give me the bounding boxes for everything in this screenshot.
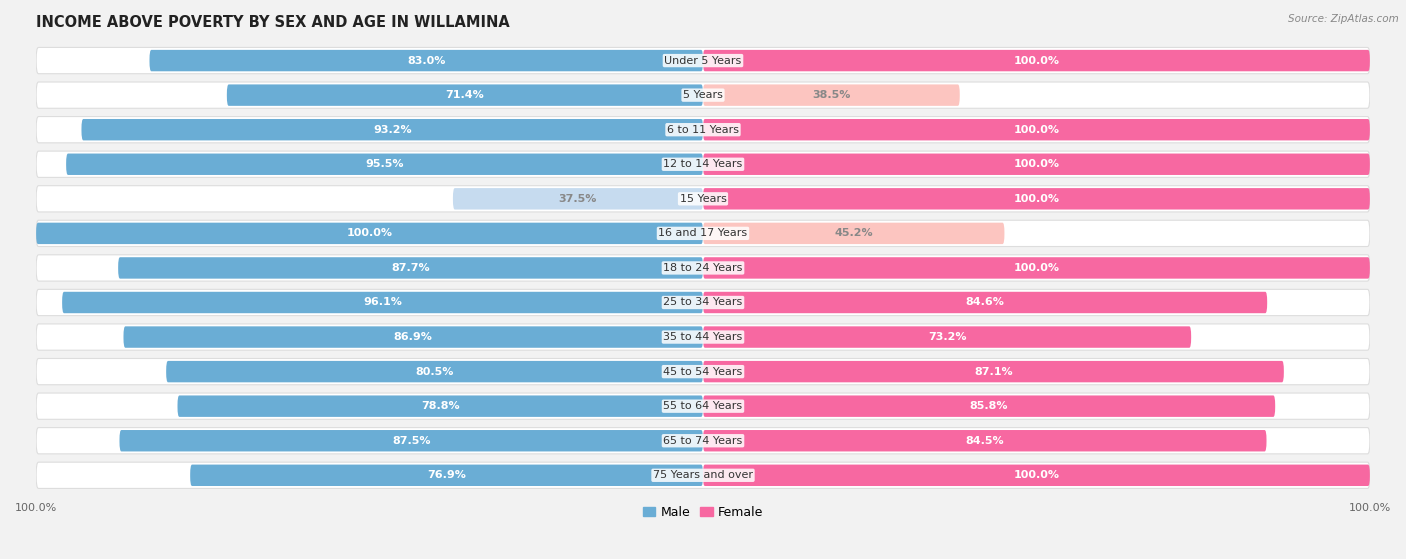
- Text: 18 to 24 Years: 18 to 24 Years: [664, 263, 742, 273]
- Text: 65 to 74 Years: 65 to 74 Years: [664, 435, 742, 446]
- FancyBboxPatch shape: [124, 326, 703, 348]
- FancyBboxPatch shape: [82, 119, 703, 140]
- FancyBboxPatch shape: [703, 188, 1369, 210]
- FancyBboxPatch shape: [703, 50, 1369, 72]
- FancyBboxPatch shape: [37, 151, 1369, 177]
- Text: 6 to 11 Years: 6 to 11 Years: [666, 125, 740, 135]
- Text: 25 to 34 Years: 25 to 34 Years: [664, 297, 742, 307]
- FancyBboxPatch shape: [37, 290, 1369, 316]
- Text: 35 to 44 Years: 35 to 44 Years: [664, 332, 742, 342]
- Text: 87.5%: 87.5%: [392, 435, 430, 446]
- FancyBboxPatch shape: [37, 358, 1369, 385]
- FancyBboxPatch shape: [703, 326, 1191, 348]
- Text: 100.0%: 100.0%: [1014, 159, 1060, 169]
- FancyBboxPatch shape: [120, 430, 703, 452]
- Text: 37.5%: 37.5%: [558, 194, 598, 204]
- FancyBboxPatch shape: [177, 395, 703, 417]
- FancyBboxPatch shape: [703, 257, 1369, 278]
- FancyBboxPatch shape: [703, 84, 960, 106]
- FancyBboxPatch shape: [226, 84, 703, 106]
- FancyBboxPatch shape: [37, 428, 1369, 454]
- FancyBboxPatch shape: [62, 292, 703, 313]
- FancyBboxPatch shape: [703, 292, 1267, 313]
- Text: 84.6%: 84.6%: [966, 297, 1004, 307]
- FancyBboxPatch shape: [453, 188, 703, 210]
- Text: 71.4%: 71.4%: [446, 90, 484, 100]
- Text: 45 to 54 Years: 45 to 54 Years: [664, 367, 742, 377]
- Text: 78.8%: 78.8%: [420, 401, 460, 411]
- FancyBboxPatch shape: [703, 119, 1369, 140]
- FancyBboxPatch shape: [703, 222, 1004, 244]
- Text: 96.1%: 96.1%: [363, 297, 402, 307]
- Text: 45.2%: 45.2%: [834, 229, 873, 238]
- Text: 100.0%: 100.0%: [1014, 125, 1060, 135]
- FancyBboxPatch shape: [703, 430, 1267, 452]
- FancyBboxPatch shape: [703, 361, 1284, 382]
- Text: 80.5%: 80.5%: [415, 367, 454, 377]
- FancyBboxPatch shape: [703, 154, 1369, 175]
- FancyBboxPatch shape: [37, 117, 1369, 143]
- Text: 55 to 64 Years: 55 to 64 Years: [664, 401, 742, 411]
- FancyBboxPatch shape: [37, 324, 1369, 350]
- Text: Under 5 Years: Under 5 Years: [665, 55, 741, 65]
- Text: 87.7%: 87.7%: [391, 263, 430, 273]
- FancyBboxPatch shape: [37, 255, 1369, 281]
- FancyBboxPatch shape: [37, 186, 1369, 212]
- FancyBboxPatch shape: [37, 222, 703, 244]
- FancyBboxPatch shape: [66, 154, 703, 175]
- Text: 76.9%: 76.9%: [427, 470, 465, 480]
- Text: 87.1%: 87.1%: [974, 367, 1012, 377]
- Text: 100.0%: 100.0%: [346, 229, 392, 238]
- Text: 100.0%: 100.0%: [1014, 263, 1060, 273]
- Text: INCOME ABOVE POVERTY BY SEX AND AGE IN WILLAMINA: INCOME ABOVE POVERTY BY SEX AND AGE IN W…: [37, 15, 510, 30]
- Text: 95.5%: 95.5%: [366, 159, 404, 169]
- FancyBboxPatch shape: [37, 48, 1369, 74]
- Text: 16 and 17 Years: 16 and 17 Years: [658, 229, 748, 238]
- Text: Source: ZipAtlas.com: Source: ZipAtlas.com: [1288, 14, 1399, 24]
- FancyBboxPatch shape: [703, 395, 1275, 417]
- Text: 100.0%: 100.0%: [1014, 55, 1060, 65]
- FancyBboxPatch shape: [703, 465, 1369, 486]
- Text: 73.2%: 73.2%: [928, 332, 966, 342]
- Text: 38.5%: 38.5%: [813, 90, 851, 100]
- FancyBboxPatch shape: [190, 465, 703, 486]
- FancyBboxPatch shape: [37, 82, 1369, 108]
- Text: 86.9%: 86.9%: [394, 332, 433, 342]
- FancyBboxPatch shape: [37, 462, 1369, 489]
- Text: 100.0%: 100.0%: [1014, 194, 1060, 204]
- Text: 83.0%: 83.0%: [408, 55, 446, 65]
- Text: 15 Years: 15 Years: [679, 194, 727, 204]
- FancyBboxPatch shape: [166, 361, 703, 382]
- FancyBboxPatch shape: [149, 50, 703, 72]
- FancyBboxPatch shape: [37, 220, 1369, 247]
- Text: 93.2%: 93.2%: [373, 125, 412, 135]
- FancyBboxPatch shape: [37, 393, 1369, 419]
- Text: 100.0%: 100.0%: [1014, 470, 1060, 480]
- Text: 12 to 14 Years: 12 to 14 Years: [664, 159, 742, 169]
- Text: 5 Years: 5 Years: [683, 90, 723, 100]
- FancyBboxPatch shape: [118, 257, 703, 278]
- Text: 75 Years and over: 75 Years and over: [652, 470, 754, 480]
- Legend: Male, Female: Male, Female: [638, 501, 768, 524]
- Text: 84.5%: 84.5%: [966, 435, 1004, 446]
- Text: 85.8%: 85.8%: [970, 401, 1008, 411]
